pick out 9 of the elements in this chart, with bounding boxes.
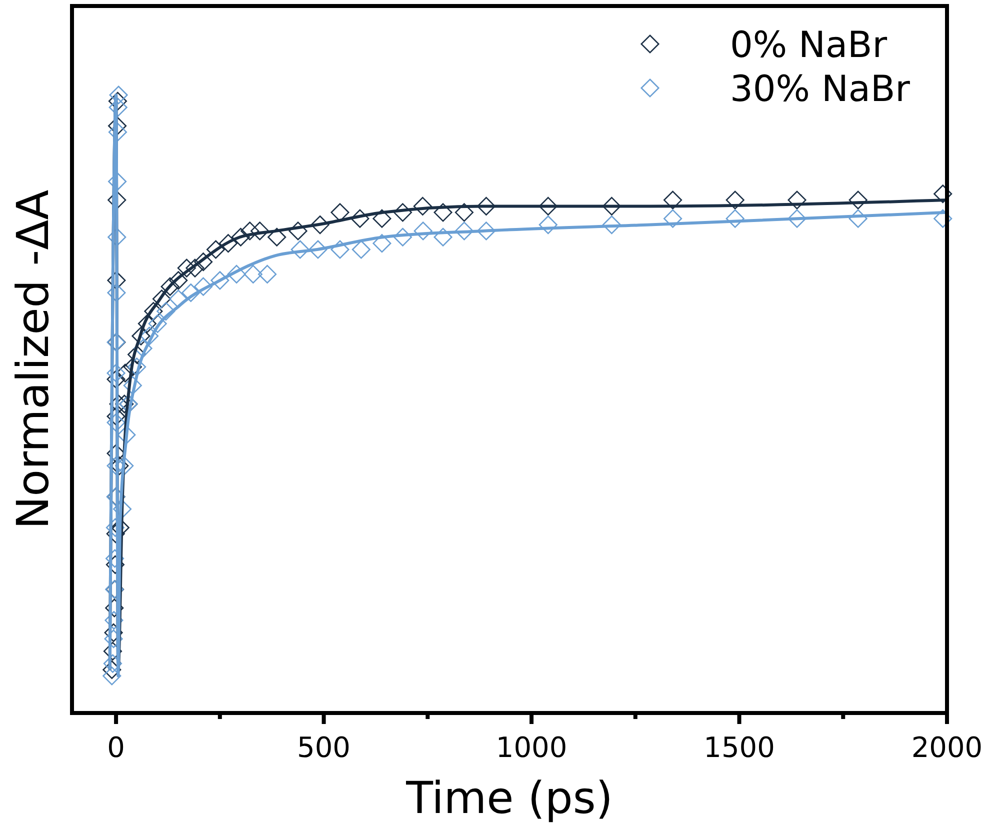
x-tick-label: 2000	[911, 731, 983, 764]
x-axis-title: Time (ps)	[405, 773, 613, 824]
x-tick-label: 1500	[704, 731, 775, 764]
x-tick-label: 0	[107, 731, 125, 764]
y-axis-title: Normalized -ΔA	[8, 190, 59, 530]
x-tick-label: 500	[297, 731, 351, 764]
legend-label: 30% NaBr	[730, 69, 910, 110]
x-tick-label: 1000	[496, 731, 568, 764]
legend-label: 0% NaBr	[730, 25, 888, 66]
